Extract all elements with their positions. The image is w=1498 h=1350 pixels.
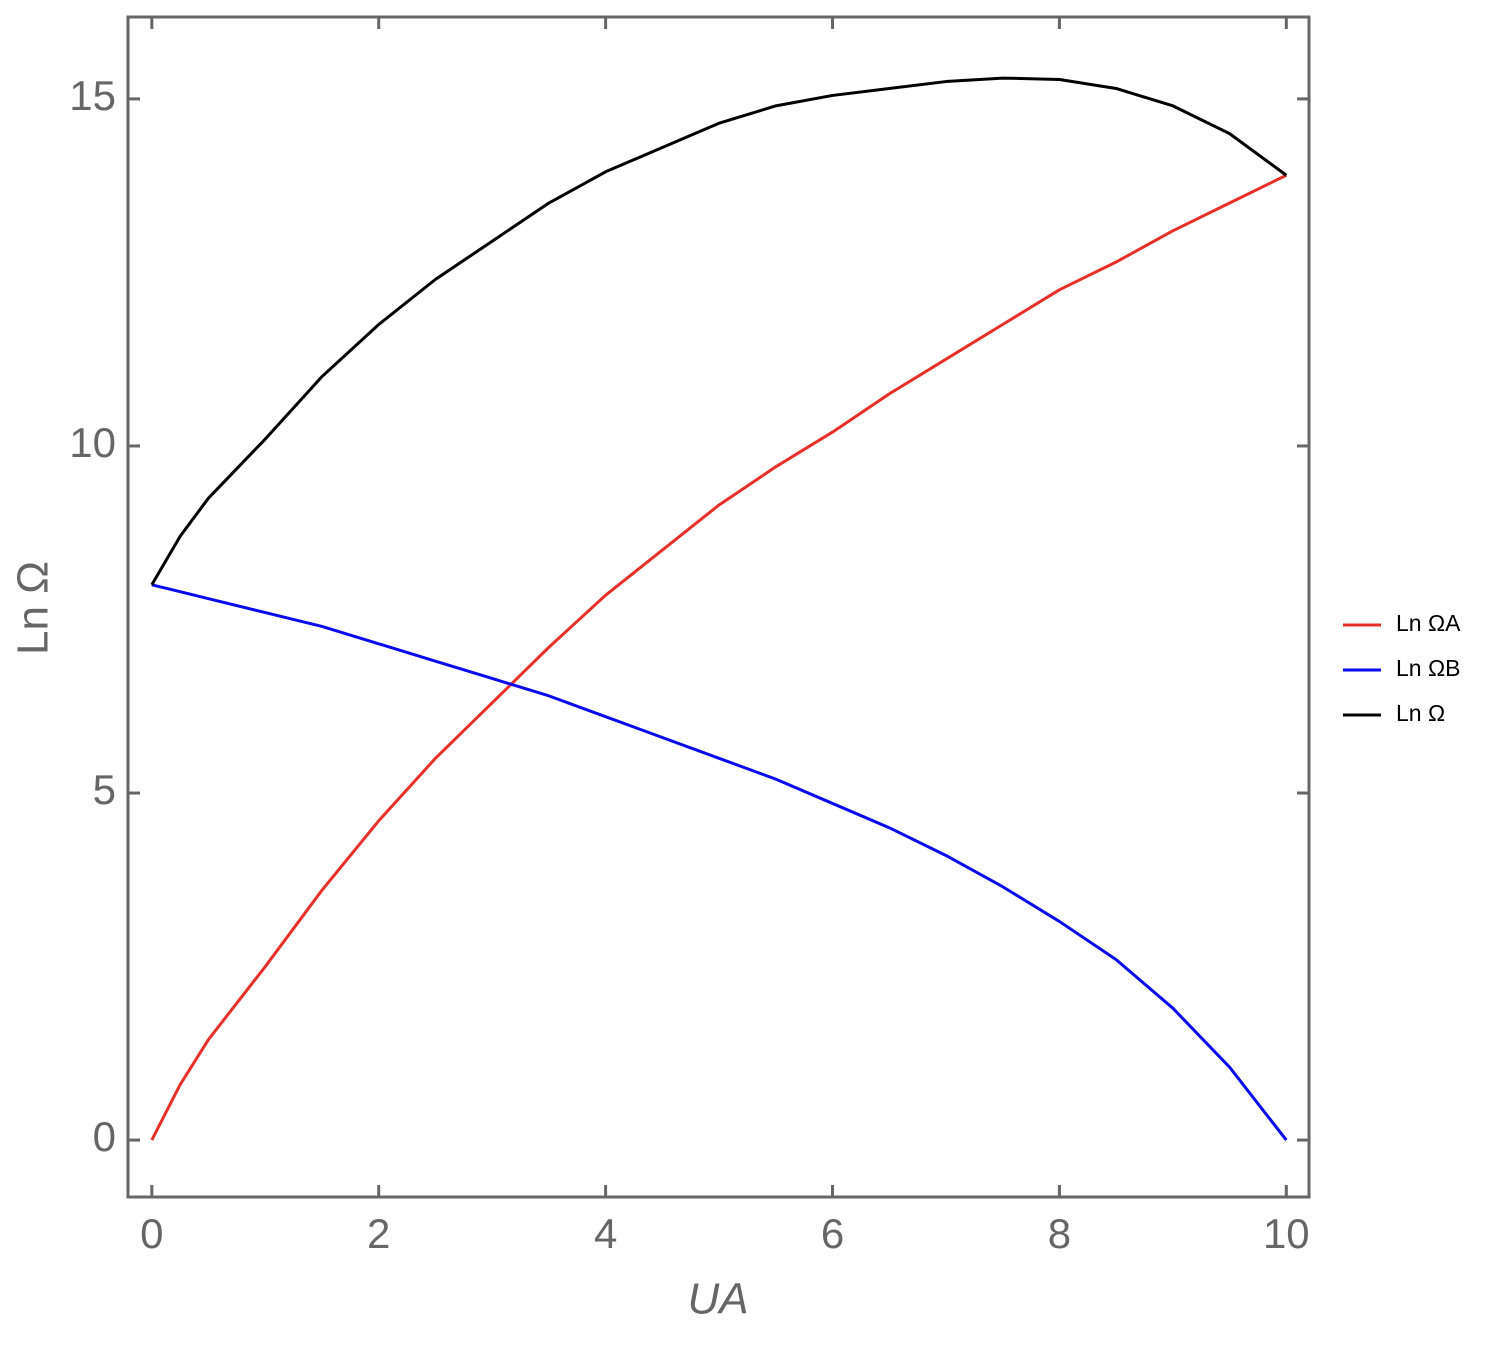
y-tick-label: 5 (93, 766, 116, 813)
plot-frame (126, 15, 1311, 1199)
x-axis-label: UA (687, 1275, 748, 1324)
x-tick-label: 4 (594, 1210, 617, 1257)
x-tick-label: 10 (1263, 1210, 1310, 1257)
x-tick-label: 8 (1048, 1210, 1071, 1257)
x-tick-label: 0 (140, 1210, 163, 1257)
y-tick-label: 15 (69, 72, 116, 119)
legend-label: Ln ΩB (1396, 655, 1461, 681)
y-tick-label: 0 (93, 1113, 116, 1160)
y-axis-label: Ln Ω (9, 561, 58, 655)
series-line (150, 76, 1288, 586)
series-line (151, 583, 1288, 1142)
series-line (150, 173, 1287, 1141)
legend-label: Ln Ω (1396, 700, 1445, 726)
x-tick-label: 2 (367, 1210, 390, 1257)
x-tick-label: 6 (821, 1210, 844, 1257)
legend-label: Ln ΩA (1396, 610, 1461, 636)
y-tick-label: 10 (69, 419, 116, 466)
